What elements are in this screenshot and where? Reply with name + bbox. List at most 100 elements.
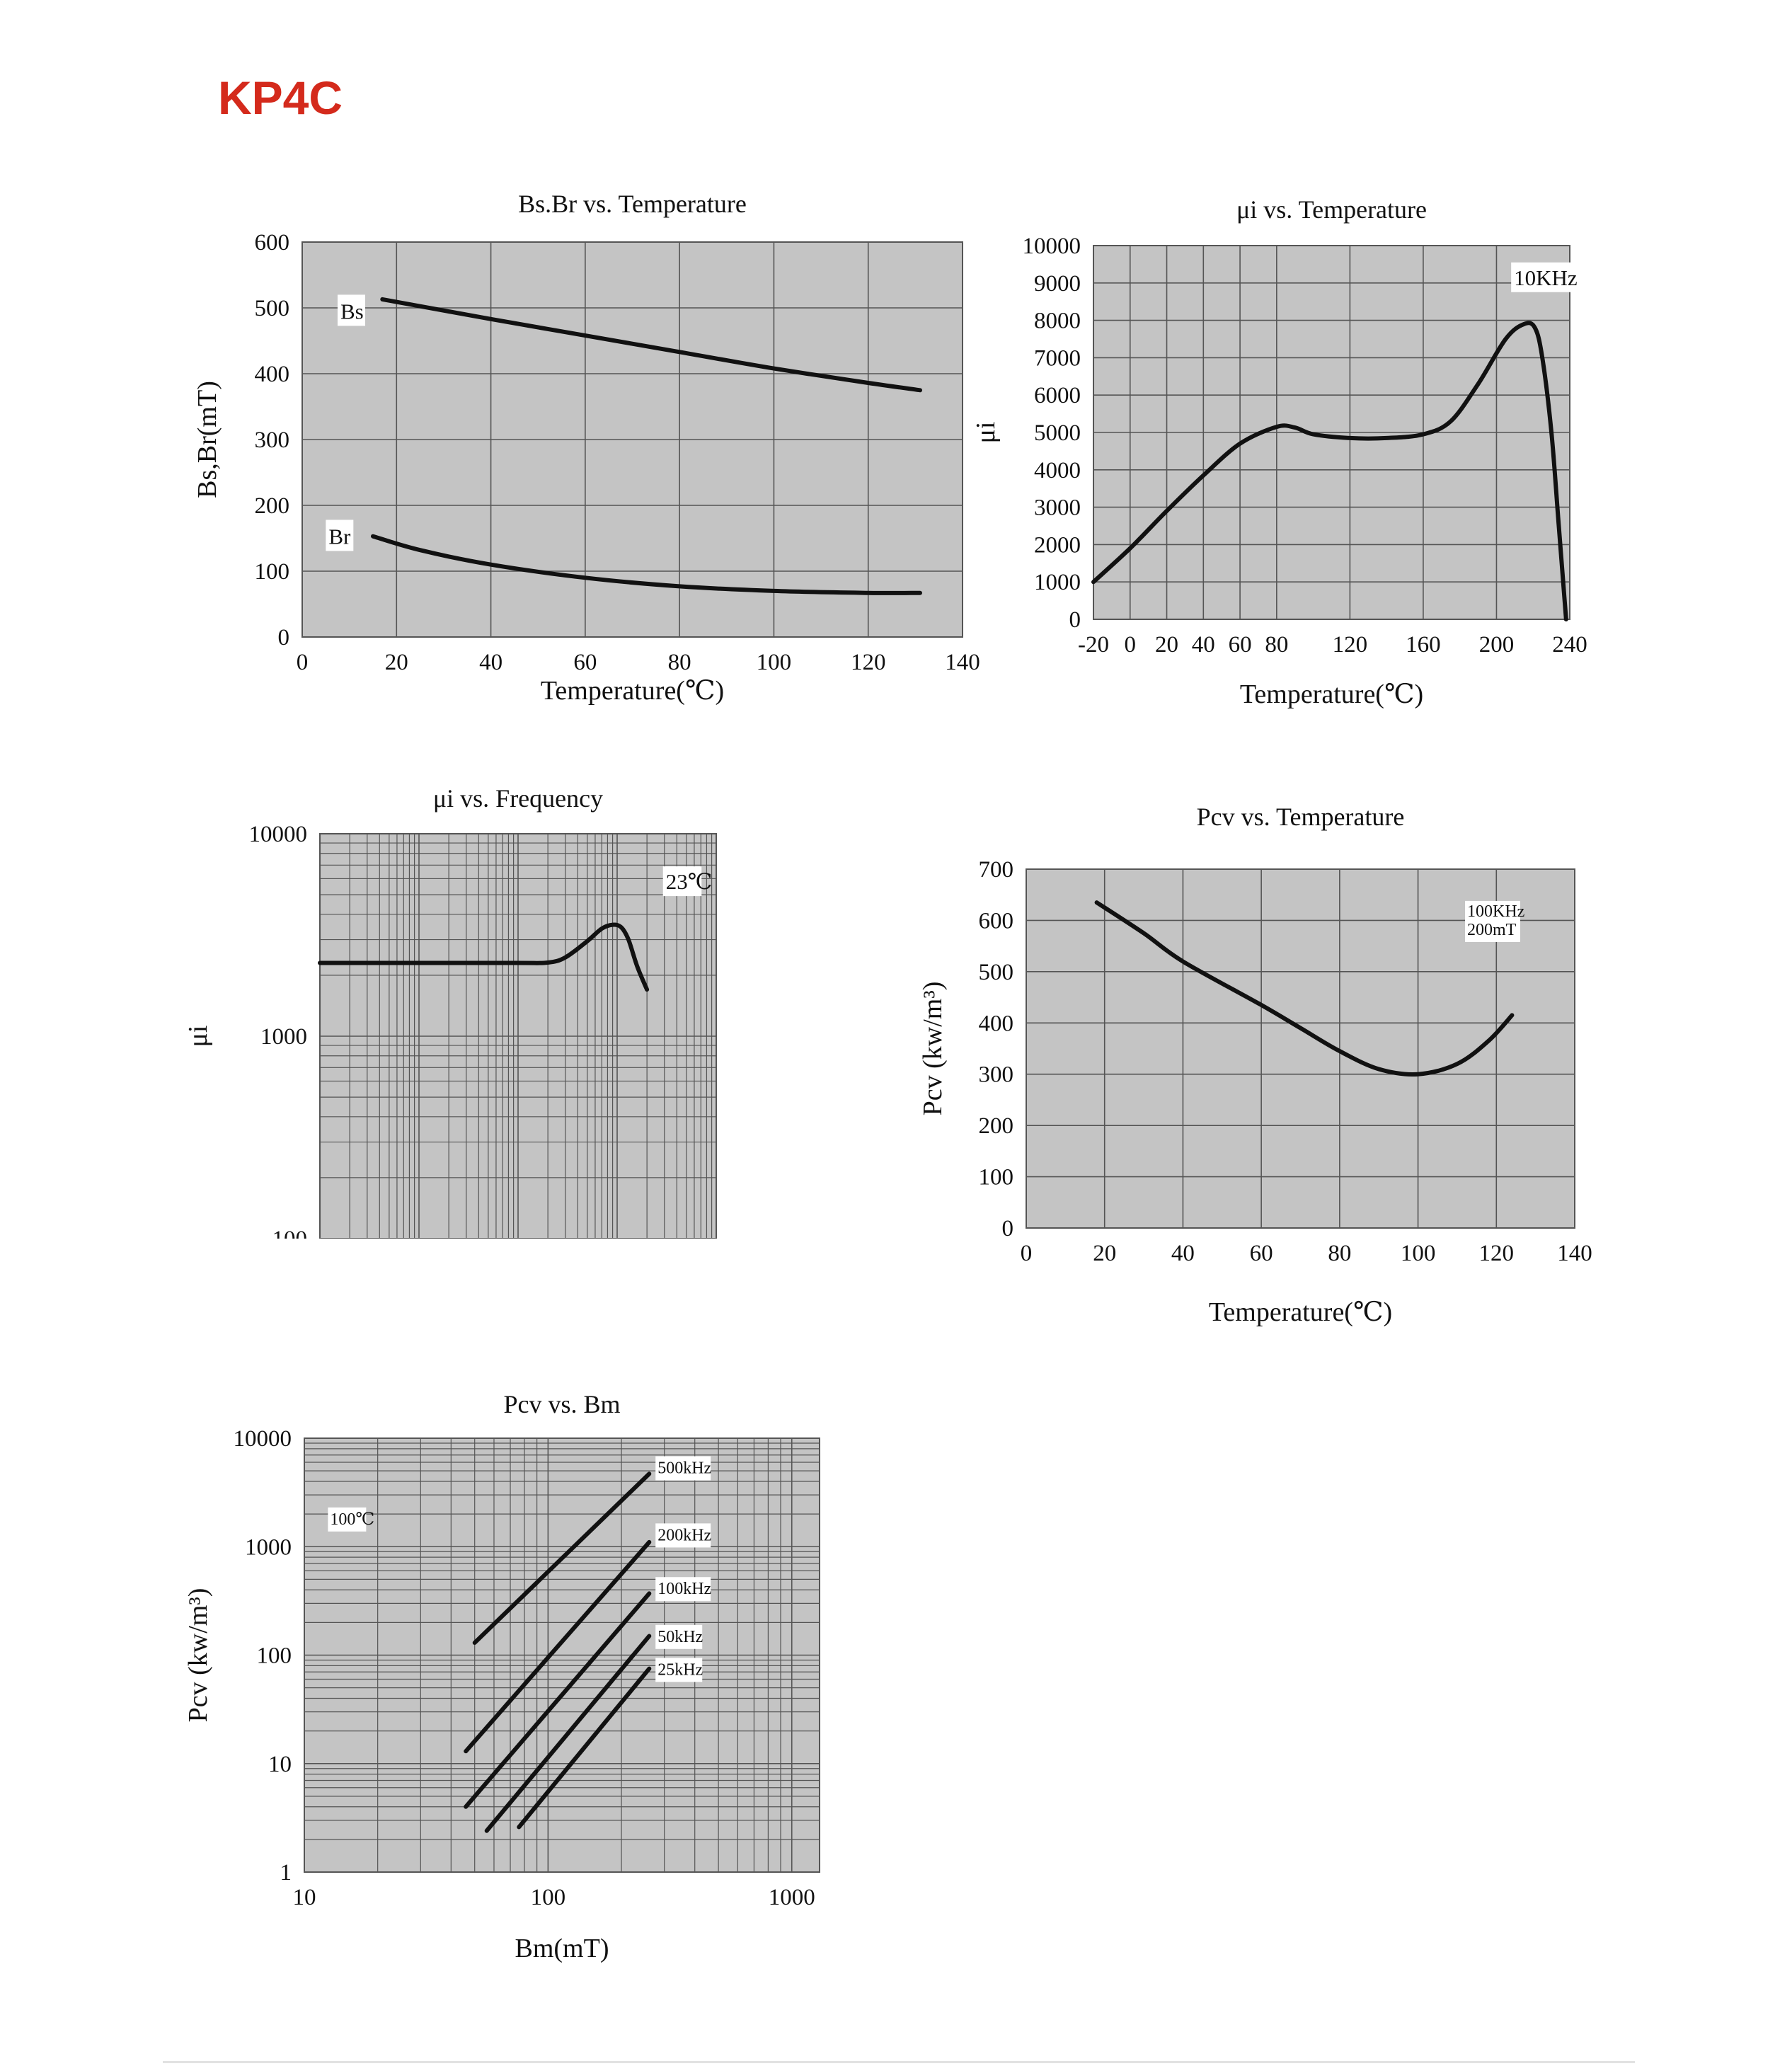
x-tick-label: 10	[293, 1885, 316, 1910]
grid	[304, 1437, 820, 1873]
y-axis-label: μi	[183, 1026, 213, 1048]
x-tick-label: 40	[1192, 632, 1215, 658]
annotation-background	[662, 866, 702, 897]
y-tick-label: 4000	[1034, 458, 1081, 483]
x-tick-label: 80	[1265, 632, 1288, 658]
series-lines	[318, 922, 650, 992]
chart-title: μi vs. Temperature	[1236, 195, 1427, 224]
x-tick-label: 100	[1401, 1241, 1436, 1266]
y-axis-label: Pcv (kw/m³)	[918, 982, 948, 1116]
y-tick-label: 500	[255, 296, 290, 321]
x-tick-label: 120	[851, 650, 886, 675]
y-tick-label: 1	[280, 1860, 292, 1886]
annotation-text: Bs	[340, 299, 364, 323]
y-tick-label: 100	[255, 559, 290, 585]
series-line-br	[371, 534, 922, 595]
x-tick-label: 200	[1479, 632, 1515, 658]
x-tick-label: 120	[1333, 632, 1368, 658]
y-tick-label: 100	[979, 1165, 1014, 1190]
series-label-25khz: 25kHz	[655, 1658, 703, 1682]
series-label-200khz: 200kHz	[655, 1523, 711, 1548]
x-tick-label: 40	[479, 650, 502, 675]
y-tick-labels: 1 10 100 1000 10000	[234, 1426, 292, 1886]
x-tick-label: 20	[385, 650, 408, 675]
y-tick-label: 1000	[1034, 570, 1081, 595]
series-line-50khz	[484, 1634, 652, 1833]
annotation-background	[655, 1658, 703, 1682]
annotation-background	[655, 1523, 711, 1548]
y-tick-label: 600	[979, 908, 1014, 934]
x-tick-label: 0	[1021, 1241, 1033, 1266]
series-lines	[1094, 900, 1515, 1077]
page-title: KP4C	[218, 71, 343, 124]
series-line-100khz-200mt	[1094, 900, 1515, 1077]
x-tick-label: 60	[1250, 1241, 1273, 1266]
y-tick-label: 1000	[260, 1024, 307, 1050]
x-tick-labels: 0 20 40 60 80 100 120 140	[1021, 1241, 1592, 1266]
annotation-text: 500kHz	[657, 1459, 711, 1478]
y-tick-label: 10000	[234, 1426, 292, 1452]
annotation-23c: 23℃	[662, 866, 713, 897]
y-tick-label: 0	[1069, 607, 1081, 633]
series-line-bs	[380, 297, 922, 393]
chart-pcv-temperature: 0 20 40 60 80 100 120 140 0 100 200 300 400 500 600 700…	[918, 803, 1592, 1327]
annotation-100c: 100℃	[328, 1507, 374, 1532]
y-tick-label: 10	[268, 1752, 292, 1777]
chart-title: Bs.Br vs. Temperature	[518, 190, 747, 218]
annotation-text: 200mT	[1467, 921, 1517, 939]
grid	[319, 833, 717, 1239]
x-tick-label: -20	[1078, 632, 1109, 658]
chart-mui-frequency: 110100100010000100100010000μi vs. Freque…	[183, 786, 717, 1239]
y-tick-label: 300	[979, 1062, 1014, 1088]
chart-title: Pcv vs. Bm	[503, 1390, 620, 1418]
plot-frame	[301, 241, 963, 638]
series-label-bs: Bs	[337, 294, 365, 326]
y-tick-label: 100	[272, 1227, 308, 1239]
x-axis-label: Temperature(℃)	[1240, 679, 1423, 709]
x-tick-label: 240	[1552, 632, 1587, 658]
x-axis-label: Temperature(℃)	[1209, 1297, 1392, 1327]
y-tick-label: 300	[255, 427, 290, 453]
y-tick-label: 9000	[1034, 271, 1081, 297]
y-tick-label: 1000	[245, 1534, 292, 1560]
y-tick-label: 400	[255, 362, 290, 387]
series-line-100khz	[464, 1591, 652, 1809]
bottom-divider	[163, 2061, 1635, 2063]
series-lines	[464, 1471, 652, 1833]
annotation-text: 23℃	[666, 869, 713, 894]
x-tick-label: 60	[573, 650, 597, 675]
x-tick-label: 140	[1557, 1241, 1592, 1266]
chart-mui-temperature: -20 0 20 40 60 80 120 160 200 2400100020003000400…	[971, 195, 1587, 709]
annotation-text: 200kHz	[657, 1526, 711, 1544]
chart-title: Pcv vs. Temperature	[1197, 803, 1405, 831]
x-axis-label: Bm(mT)	[515, 1934, 609, 1963]
chart-bsbr: 0 20 40 60 80 100 120 140 0 100 200 300 400 500 600 Bs.…	[193, 190, 980, 706]
x-tick-labels: 10 100 1000	[293, 1885, 815, 1910]
plot-frame	[304, 1437, 820, 1873]
y-tick-labels: 100 1000 10000	[249, 822, 308, 1239]
x-tick-labels: 0 20 40 60 80 100 120 140	[297, 650, 980, 675]
y-tick-label: 200	[255, 493, 290, 519]
y-tick-label: 100	[257, 1643, 292, 1669]
y-tick-label: 0	[1002, 1216, 1014, 1241]
y-tick-labels: 0 100 200 300 400 500 600 700	[979, 857, 1014, 1241]
y-tick-label: 7000	[1034, 345, 1081, 371]
y-axis-label: μi	[971, 422, 1001, 444]
x-tick-label: 80	[668, 650, 691, 675]
series-line-500khz	[472, 1471, 652, 1645]
x-tick-label: 160	[1406, 632, 1441, 658]
y-tick-label: 8000	[1034, 309, 1081, 334]
y-tick-label: 500	[979, 960, 1014, 985]
annotation-text: 50kHz	[657, 1628, 703, 1646]
annotation-text: 100kHz	[657, 1580, 711, 1598]
chart-title: μi vs. Frequency	[433, 786, 603, 813]
y-tick-label: 10000	[1023, 234, 1081, 259]
x-tick-label: 0	[297, 650, 309, 675]
x-tick-label: 60	[1229, 632, 1252, 658]
series-label-50khz: 50kHz	[655, 1624, 703, 1649]
x-tick-label: 40	[1171, 1241, 1195, 1266]
series-lines	[371, 297, 922, 595]
annotation-text: 25kHz	[657, 1660, 703, 1679]
